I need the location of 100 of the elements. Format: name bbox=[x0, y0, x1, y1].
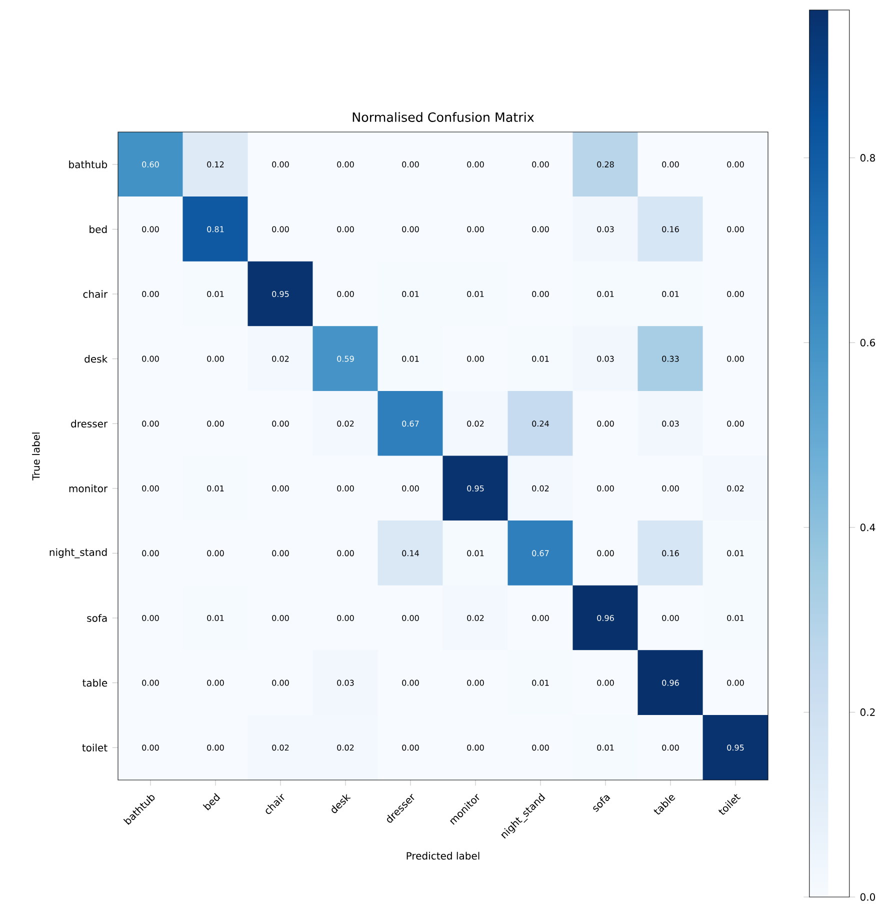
data-label: 0.02 bbox=[467, 420, 484, 427]
data-label: 0.16 bbox=[662, 226, 679, 232]
data-label: 0.01 bbox=[727, 614, 744, 622]
data-label: 0.95 bbox=[467, 485, 484, 492]
data-label: 0.00 bbox=[272, 226, 289, 232]
data-label: 0.00 bbox=[272, 420, 289, 427]
y-tick-label: bathtub bbox=[69, 160, 108, 168]
data-label: 0.59 bbox=[337, 356, 354, 362]
data-label: 0.02 bbox=[337, 420, 354, 427]
data-label: 0.00 bbox=[142, 356, 159, 362]
data-label: 0.00 bbox=[662, 614, 679, 622]
data-label: 0.01 bbox=[207, 614, 224, 622]
data-label: 0.01 bbox=[402, 356, 419, 362]
data-label: 0.60 bbox=[142, 161, 159, 168]
data-label: 0.33 bbox=[662, 356, 679, 362]
data-label: 0.00 bbox=[532, 290, 549, 298]
data-label: 0.01 bbox=[727, 550, 744, 556]
data-label: 0.03 bbox=[597, 226, 614, 232]
data-label: 0.00 bbox=[597, 550, 614, 556]
data-label: 0.00 bbox=[532, 614, 549, 622]
chart-title: Normalised Confusion Matrix bbox=[352, 112, 534, 122]
data-label: 0.00 bbox=[402, 485, 419, 492]
data-label: 0.01 bbox=[597, 290, 614, 298]
data-label: 0.95 bbox=[727, 744, 744, 751]
data-label: 0.00 bbox=[467, 744, 484, 751]
data-label: 0.00 bbox=[142, 226, 159, 232]
data-label: 0.00 bbox=[207, 744, 224, 751]
data-label: 0.01 bbox=[207, 485, 224, 492]
data-label: 0.02 bbox=[337, 744, 354, 751]
data-label: 0.00 bbox=[597, 420, 614, 427]
y-tick-label: toilet bbox=[82, 744, 108, 752]
data-label: 0.03 bbox=[337, 680, 354, 686]
data-label: 0.02 bbox=[532, 485, 549, 492]
data-label: 0.00 bbox=[207, 356, 224, 362]
data-label: 0.00 bbox=[272, 550, 289, 556]
data-label: 0.00 bbox=[207, 550, 224, 556]
data-label: 0.00 bbox=[142, 614, 159, 622]
data-label: 0.01 bbox=[532, 356, 549, 362]
data-label: 0.00 bbox=[727, 680, 744, 686]
y-tick-label: bed bbox=[90, 225, 107, 234]
data-label: 0.02 bbox=[467, 614, 484, 622]
data-label: 0.00 bbox=[467, 356, 484, 362]
data-label: 0.00 bbox=[727, 420, 744, 427]
data-label: 0.00 bbox=[337, 485, 354, 492]
data-label: 0.00 bbox=[337, 226, 354, 232]
y-tick-label: chair bbox=[83, 290, 108, 298]
color-bar-label: 0.4 bbox=[860, 524, 876, 532]
data-label: 0.00 bbox=[467, 226, 484, 232]
color-bar-label: 0.8 bbox=[860, 154, 875, 162]
data-label: 0.00 bbox=[727, 226, 744, 232]
data-label: 0.00 bbox=[662, 161, 679, 168]
data-label: 0.00 bbox=[597, 485, 614, 492]
data-label: 0.00 bbox=[337, 550, 354, 556]
data-label: 0.00 bbox=[532, 226, 549, 232]
data-label: 0.00 bbox=[207, 680, 224, 686]
data-label: 0.00 bbox=[727, 290, 744, 298]
data-label: 0.00 bbox=[272, 614, 289, 622]
data-label: 0.28 bbox=[597, 161, 614, 168]
data-label: 0.00 bbox=[142, 550, 159, 556]
data-label: 0.00 bbox=[727, 356, 744, 362]
data-label: 0.00 bbox=[402, 161, 419, 168]
data-label: 0.81 bbox=[207, 226, 224, 232]
data-label: 0.00 bbox=[727, 161, 744, 168]
data-label: 0.00 bbox=[402, 226, 419, 232]
data-label: 0.00 bbox=[337, 290, 354, 298]
data-label: 0.67 bbox=[532, 550, 549, 556]
data-label: 0.02 bbox=[727, 485, 744, 492]
data-label: 0.00 bbox=[272, 485, 289, 492]
data-label: 0.00 bbox=[662, 485, 679, 492]
data-label: 0.00 bbox=[142, 680, 159, 686]
data-label: 0.02 bbox=[272, 356, 289, 362]
y-tick-label: night_stand bbox=[50, 548, 107, 558]
data-label: 0.96 bbox=[662, 680, 679, 686]
data-label: 0.00 bbox=[402, 614, 419, 622]
data-label: 0.00 bbox=[142, 744, 159, 751]
data-label: 0.01 bbox=[467, 550, 484, 556]
data-label: 0.01 bbox=[662, 290, 679, 298]
y-tick-label: desk bbox=[84, 354, 108, 363]
data-label: 0.00 bbox=[402, 744, 419, 751]
data-label: 0.00 bbox=[142, 420, 159, 427]
data-label: 0.01 bbox=[532, 680, 549, 686]
data-label: 0.14 bbox=[402, 550, 419, 556]
data-label: 0.03 bbox=[662, 420, 679, 427]
data-label: 0.00 bbox=[467, 161, 484, 168]
data-label: 0.00 bbox=[337, 614, 354, 622]
y-tick-label: monitor bbox=[69, 484, 108, 492]
data-label: 0.00 bbox=[597, 680, 614, 686]
x-axis-title: Predicted label bbox=[406, 852, 480, 860]
color-bar-label: 0.0 bbox=[860, 893, 876, 901]
y-tick-label: dresser bbox=[71, 420, 108, 428]
data-label: 0.95 bbox=[272, 290, 289, 298]
color-bar-label: 0.2 bbox=[860, 708, 875, 716]
data-label: 0.24 bbox=[532, 420, 549, 427]
color-bar-label: 0.6 bbox=[860, 338, 876, 346]
data-label: 0.00 bbox=[467, 680, 484, 686]
data-label: 0.16 bbox=[662, 550, 679, 556]
data-label: 0.01 bbox=[597, 744, 614, 751]
data-label: 0.00 bbox=[402, 680, 419, 686]
data-label: 0.00 bbox=[272, 680, 289, 686]
data-label: 0.00 bbox=[532, 744, 549, 751]
